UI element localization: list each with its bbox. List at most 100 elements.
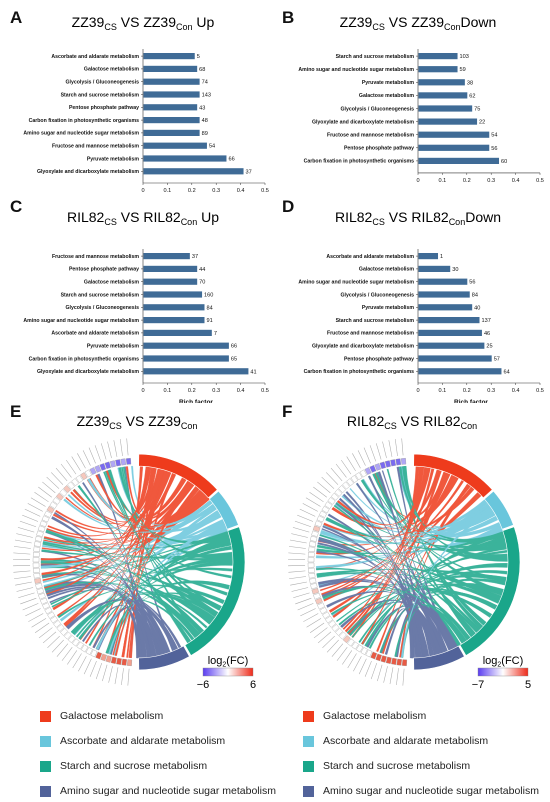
category-label: Galactose metabolism [359, 267, 414, 273]
gene-box [115, 459, 121, 467]
legend-item: Starch and sucrose metabolism [40, 760, 207, 772]
category-label: Pyruvate metabolism [87, 344, 140, 350]
gene-label [302, 503, 318, 512]
value-label: 68 [199, 67, 205, 73]
chart-title-d: RIL82CS VS RIL82ConDown [335, 209, 501, 227]
gene-box [369, 465, 377, 473]
gene-label [382, 441, 387, 459]
value-label: 137 [482, 318, 491, 324]
bar-a-9 [143, 168, 244, 175]
value-label: 66 [231, 344, 237, 350]
bar-chart-d: RIL82CS VS RIL82ConDown Ascorbate and ald… [298, 209, 543, 403]
gene-label [67, 650, 78, 665]
gene-box [56, 624, 65, 632]
sector-ascorbate [209, 490, 239, 530]
gene-label [288, 570, 306, 573]
value-label: 40 [474, 305, 480, 311]
x-tick-label: 0.3 [487, 388, 495, 394]
gene-label [289, 576, 307, 580]
legend-label: Ascorbate and aldarate metabolism [60, 735, 226, 747]
gene-label [28, 613, 44, 622]
gene-label [331, 643, 344, 657]
gene-label [88, 447, 96, 464]
gene-box [125, 458, 132, 465]
bar-d-3 [418, 291, 470, 298]
bar-a-7 [143, 142, 207, 149]
value-label: 59 [460, 67, 466, 73]
gene-label [305, 497, 321, 507]
gene-box [309, 578, 317, 584]
gene-box [80, 644, 89, 653]
gene-label [14, 539, 32, 544]
legend-item: Ascorbate and aldarate metabolism [40, 735, 225, 747]
gene-box [53, 620, 62, 628]
gene-label [377, 664, 383, 682]
gene-label [30, 497, 46, 507]
bar-b-1 [418, 66, 458, 73]
gene-label [27, 503, 43, 512]
bar-c-4 [143, 304, 205, 311]
category-label: Amino sugar and nucleotide sugar metabol… [298, 280, 414, 286]
category-label: Pentose phosphate pathway [69, 105, 139, 111]
fc-scale-max: 5 [525, 679, 531, 691]
gene-label [16, 533, 33, 538]
gene-label [297, 603, 314, 611]
gene-label [394, 439, 398, 457]
bar-b-8 [418, 157, 500, 164]
gene-label [288, 565, 306, 567]
value-label: 7 [214, 331, 217, 337]
bar-a-8 [143, 155, 227, 162]
value-label: 70 [199, 280, 205, 286]
value-label: 54 [209, 144, 215, 150]
gene-box [39, 520, 48, 528]
chord-ribbons [40, 465, 234, 659]
gene-box [335, 628, 343, 636]
gene-label [342, 650, 353, 665]
gene-label [38, 627, 53, 639]
gene-box [50, 615, 58, 624]
category-label: Starch and sucrose metabolism [61, 292, 140, 298]
gene-box [47, 611, 56, 619]
gene-box [33, 572, 41, 579]
legend-item: Galactose melabolism [303, 710, 426, 722]
gene-label [309, 492, 324, 503]
panel-letter-e: E [10, 402, 22, 421]
gene-box [312, 525, 321, 532]
gene-label [107, 441, 112, 459]
bar-d-2 [418, 278, 468, 285]
legend-label: Galactose melabolism [323, 710, 427, 722]
gene-label [38, 486, 52, 498]
value-label: 66 [228, 157, 234, 163]
gene-label [309, 622, 325, 633]
gene-box [330, 492, 339, 501]
bar-c-9 [143, 368, 249, 375]
value-label: 54 [491, 133, 497, 139]
gene-box [60, 628, 68, 636]
bar-d-9 [418, 368, 502, 375]
gene-box [95, 651, 103, 660]
bar-d-4 [418, 304, 473, 311]
gene-label [288, 546, 306, 549]
gene-label [102, 664, 108, 682]
fc-scale-max: 6 [250, 679, 256, 691]
gene-label [121, 668, 124, 686]
bar-a-0 [143, 53, 195, 60]
gene-box [59, 488, 68, 497]
x-tick-label: 0 [416, 388, 419, 394]
gene-label [17, 527, 35, 533]
x-tick-label: 0.3 [487, 178, 495, 184]
gene-box [313, 592, 321, 600]
gene-box [321, 505, 330, 514]
category-label: Pentose phosphate pathway [69, 267, 139, 273]
value-label: 74 [202, 80, 208, 86]
gene-label [326, 472, 339, 485]
gene-label [313, 486, 327, 498]
sector-starch [184, 526, 246, 656]
gene-box [364, 467, 372, 475]
x-tick-label: 0.4 [512, 178, 520, 184]
legend-swatch [40, 760, 51, 772]
value-label: 75 [474, 107, 480, 113]
value-label: 48 [202, 118, 208, 124]
legend-item: Ascorbate and aldarate metabolism [303, 735, 488, 747]
legend-swatch [40, 785, 51, 797]
